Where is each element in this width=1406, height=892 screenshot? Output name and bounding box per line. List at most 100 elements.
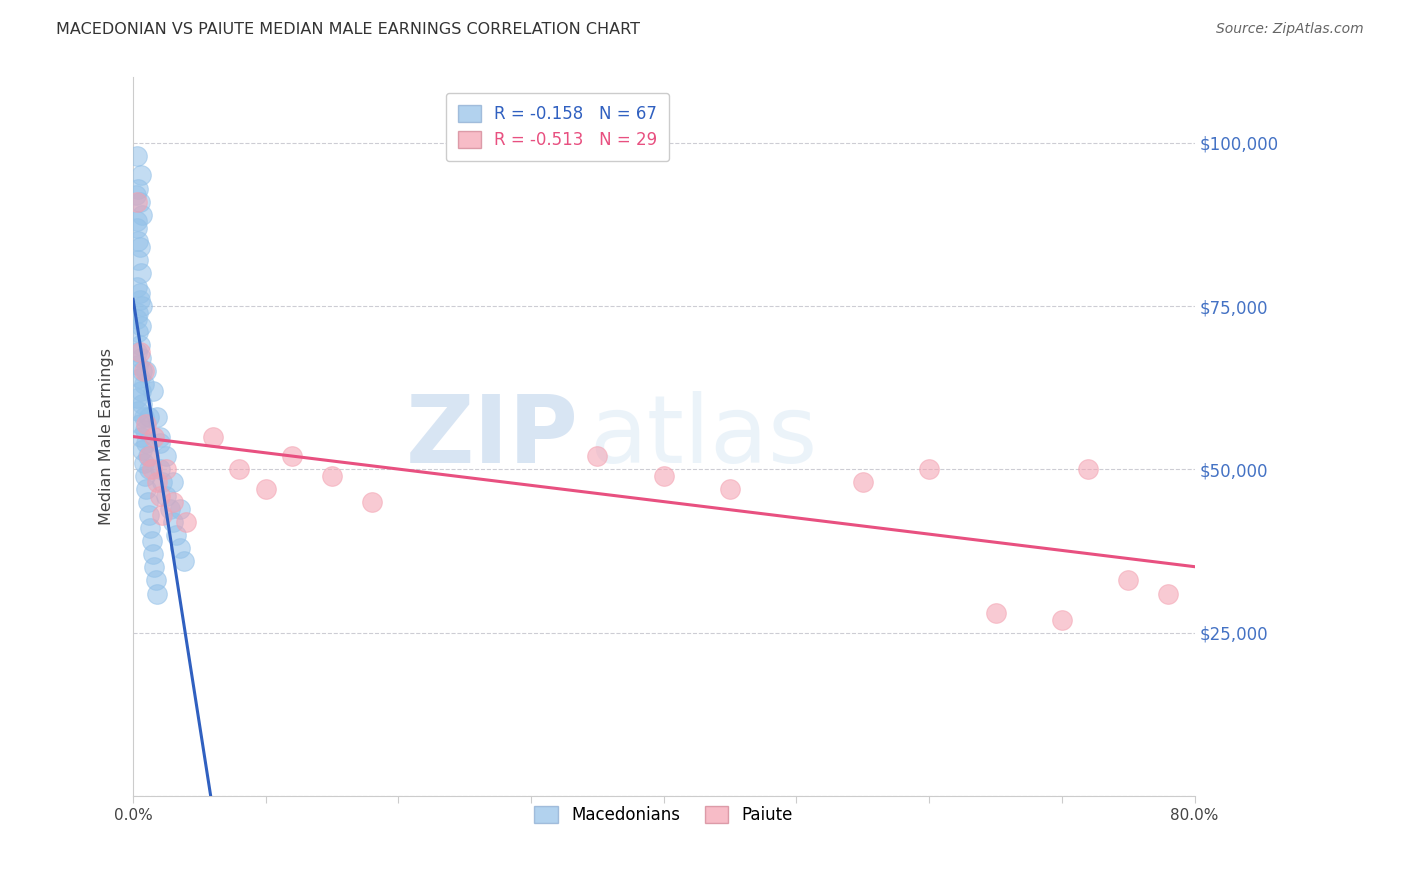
Text: ZIP: ZIP <box>406 391 579 483</box>
Point <box>138 462 160 476</box>
Point <box>146 586 169 600</box>
Point <box>174 515 197 529</box>
Point <box>131 442 153 457</box>
Point <box>127 149 149 163</box>
Point <box>136 450 159 464</box>
Point <box>1157 586 1180 600</box>
Point <box>128 371 150 385</box>
Point <box>1077 462 1099 476</box>
Legend: Macedonians, Paiute: Macedonians, Paiute <box>524 797 803 835</box>
Point <box>127 358 149 372</box>
Point <box>127 279 149 293</box>
Point <box>127 344 149 359</box>
Point <box>125 188 148 202</box>
Point <box>146 475 169 490</box>
Point <box>150 475 173 490</box>
Point <box>586 450 609 464</box>
Point <box>134 423 156 437</box>
Point <box>142 547 165 561</box>
Point <box>138 450 160 464</box>
Point <box>135 364 157 378</box>
Point <box>129 169 152 183</box>
Point <box>129 318 152 333</box>
Point <box>128 338 150 352</box>
Point <box>984 606 1007 620</box>
Point <box>128 240 150 254</box>
Point <box>146 410 169 425</box>
Point <box>321 469 343 483</box>
Point <box>127 194 149 209</box>
Point <box>129 351 152 366</box>
Point <box>155 450 177 464</box>
Point <box>127 391 149 405</box>
Point <box>135 417 157 431</box>
Point <box>138 410 160 425</box>
Point <box>128 417 150 431</box>
Point <box>155 489 177 503</box>
Point <box>155 462 177 476</box>
Point <box>281 450 304 464</box>
Point <box>143 560 166 574</box>
Point <box>173 554 195 568</box>
Text: Source: ZipAtlas.com: Source: ZipAtlas.com <box>1216 22 1364 37</box>
Point <box>127 253 149 268</box>
Point <box>131 208 153 222</box>
Point <box>159 501 181 516</box>
Point <box>129 384 152 398</box>
Point <box>149 430 172 444</box>
Text: MACEDONIAN VS PAIUTE MEDIAN MALE EARNINGS CORRELATION CHART: MACEDONIAN VS PAIUTE MEDIAN MALE EARNING… <box>56 22 640 37</box>
Point <box>918 462 941 476</box>
Point <box>652 469 675 483</box>
Point <box>149 436 172 450</box>
Point <box>127 181 149 195</box>
Point <box>852 475 875 490</box>
Point <box>1050 613 1073 627</box>
Y-axis label: Median Male Earnings: Median Male Earnings <box>100 348 114 525</box>
Point <box>128 194 150 209</box>
Point <box>169 501 191 516</box>
Point <box>361 495 384 509</box>
Point <box>228 462 250 476</box>
Point <box>128 286 150 301</box>
Point <box>169 541 191 555</box>
Point <box>129 430 152 444</box>
Point <box>127 305 149 319</box>
Point <box>143 430 166 444</box>
Point <box>127 403 149 417</box>
Point <box>132 377 155 392</box>
Point <box>138 508 160 523</box>
Point <box>165 528 187 542</box>
Point <box>149 462 172 476</box>
Point <box>128 293 150 307</box>
Point <box>201 430 224 444</box>
Point <box>127 325 149 339</box>
Point <box>132 364 155 378</box>
Point <box>127 312 149 326</box>
Point <box>131 397 153 411</box>
Point <box>150 508 173 523</box>
Point <box>131 299 153 313</box>
Point <box>139 521 162 535</box>
Point <box>141 534 163 549</box>
Point <box>718 482 741 496</box>
Point <box>129 267 152 281</box>
Point <box>135 482 157 496</box>
Point <box>254 482 277 496</box>
Point <box>127 234 149 248</box>
Point <box>141 462 163 476</box>
Point <box>162 475 184 490</box>
Point <box>128 344 150 359</box>
Point <box>162 495 184 509</box>
Point <box>136 495 159 509</box>
Text: atlas: atlas <box>589 391 818 483</box>
Point <box>145 574 167 588</box>
Point <box>132 456 155 470</box>
Point <box>127 214 149 228</box>
Point <box>131 364 153 378</box>
Point <box>134 469 156 483</box>
Point <box>162 515 184 529</box>
Point <box>127 220 149 235</box>
Point <box>132 410 155 425</box>
Point <box>1116 574 1139 588</box>
Point <box>149 489 172 503</box>
